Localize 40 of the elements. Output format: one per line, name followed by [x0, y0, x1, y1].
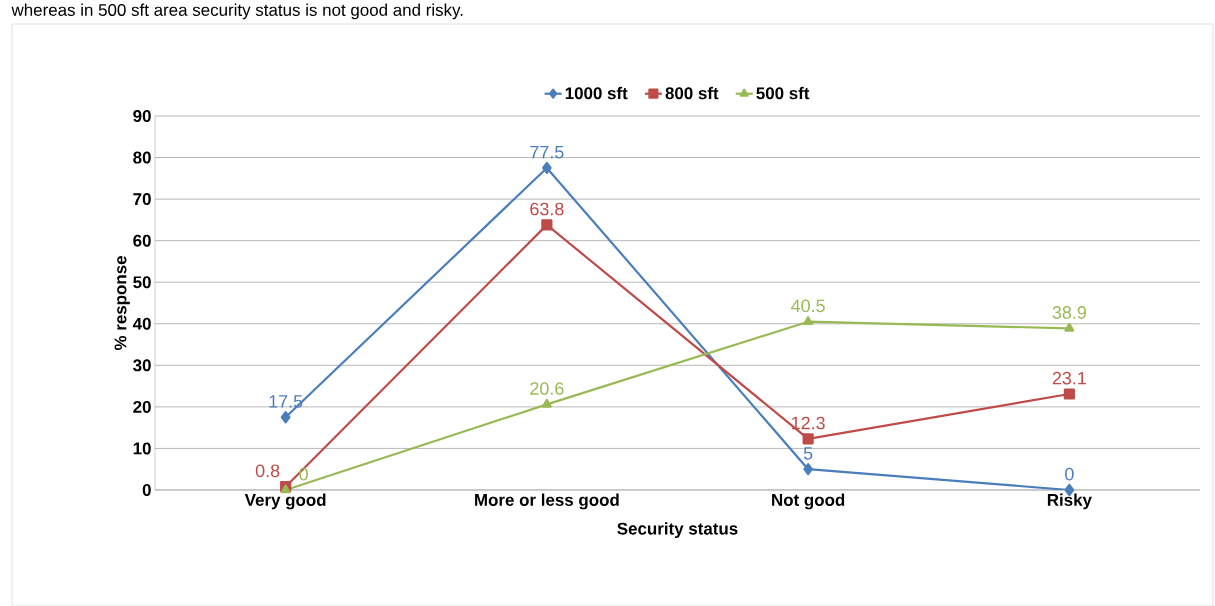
data-label: 20.6 — [530, 382, 564, 395]
y-tick-label: 60 — [133, 234, 151, 247]
data-label: 38.9 — [1052, 306, 1086, 319]
data-label: 63.8 — [530, 202, 564, 216]
y-tick-label: 50 — [133, 276, 151, 289]
x-axis-title: Security status — [617, 522, 738, 538]
y-axis-title: % response — [114, 256, 130, 351]
point — [1063, 388, 1075, 400]
data-label: 5 — [803, 447, 813, 460]
data-label: 0 — [1065, 467, 1074, 481]
point — [803, 463, 813, 476]
point — [802, 433, 814, 445]
point — [542, 161, 552, 175]
x-tick-label: Risky — [1047, 493, 1092, 510]
point — [1064, 322, 1075, 332]
x-tick-label: Not good — [772, 493, 845, 510]
y-tick-label: 40 — [132, 317, 151, 330]
point — [803, 316, 814, 326]
y-tick-label: 30 — [133, 359, 151, 372]
y-tick-label: 80 — [133, 151, 151, 164]
y-tick-label: 20 — [133, 400, 151, 413]
y-tick-label: 70 — [133, 193, 151, 206]
legend-label: 800 sft — [665, 86, 719, 100]
point — [541, 219, 553, 231]
data-label: 77.5 — [530, 145, 564, 159]
data-label: 23.1 — [1052, 371, 1086, 385]
x-tick-label: More or less good — [475, 493, 619, 510]
data-label: 0 — [299, 467, 308, 481]
data-label: 12.3 — [792, 416, 825, 430]
y-tick-label: 90 — [133, 110, 151, 122]
legend-label: 1000 sft — [565, 86, 628, 100]
y-tick-label: 10 — [133, 442, 151, 455]
legend-label: 500 sft — [756, 86, 810, 100]
data-label: 40.5 — [791, 299, 825, 313]
point — [541, 398, 552, 408]
text: whereas in 500 sft area security status is not good and risky. — [11, 3, 463, 20]
point — [280, 411, 291, 424]
x-tick-label: Very good — [244, 493, 326, 510]
y-tick-label: 0 — [142, 483, 151, 496]
data-label: 0.8 — [255, 464, 280, 478]
